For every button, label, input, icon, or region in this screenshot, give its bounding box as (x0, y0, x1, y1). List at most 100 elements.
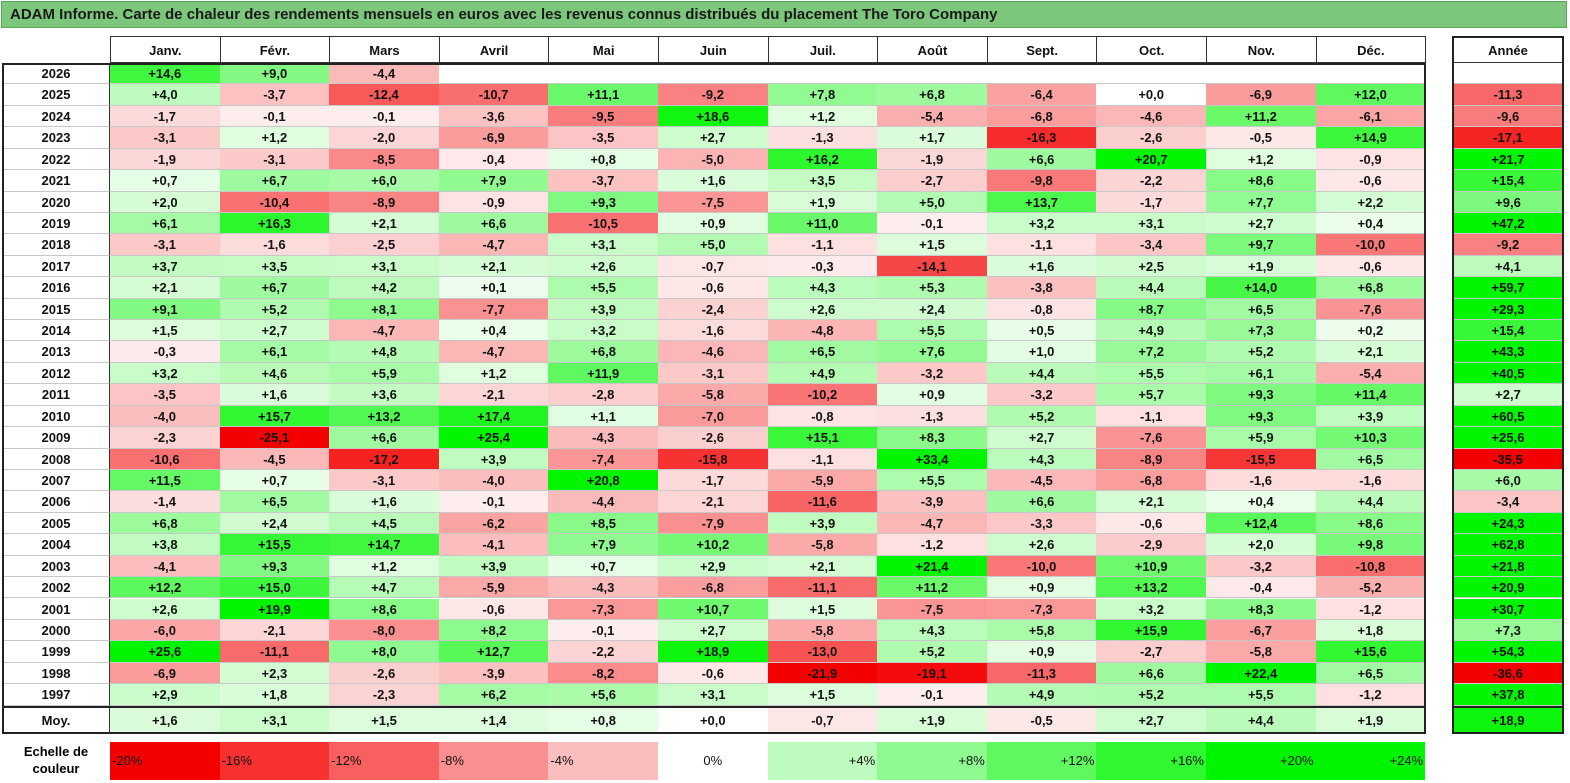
scale-stop: -4% (548, 742, 659, 780)
heatmap-cell: +4,3 (767, 277, 879, 299)
heatmap-cell: -1,9 (877, 148, 988, 171)
heatmap-cell: -3,7 (548, 170, 659, 192)
heatmap-cell: +15,9 (1096, 619, 1207, 642)
heatmap-cell: +11,2 (1206, 105, 1317, 128)
heatmap-cell: +4,6 (219, 362, 331, 385)
heatmap-cell: +3,7 (110, 255, 221, 278)
heatmap-cell: +0,4 (1206, 491, 1317, 513)
heatmap-cell: -8,9 (1096, 448, 1207, 470)
heatmap-cell: +6,8 (548, 341, 659, 363)
year-cell: +43,3 (1452, 341, 1564, 363)
heatmap-cell: +4,4 (1315, 491, 1427, 513)
heatmap-cell: +2,6 (767, 298, 879, 321)
heatmap-cell: +3,1 (548, 234, 659, 256)
heatmap-cell: -3,2 (1206, 555, 1317, 578)
heatmap-cell: -8,2 (548, 662, 659, 685)
heatmap-cell: +7,3 (1206, 320, 1317, 342)
heatmap-cell: +2,6 (986, 534, 1098, 556)
heatmap-cell: +6,1 (1206, 362, 1317, 385)
heatmap-cell: -4,1 (438, 534, 550, 556)
column-header: Déc. (1315, 36, 1427, 63)
heatmap-cell: -5,4 (877, 105, 988, 128)
heatmap-cell: -15,8 (658, 448, 769, 470)
heatmap-cell: -0,6 (658, 277, 769, 299)
heatmap-cell: +20,8 (548, 469, 659, 492)
heatmap-cell: -3,1 (219, 148, 331, 171)
year-cell: +37,8 (1452, 684, 1564, 706)
heatmap-cell: +6,6 (329, 427, 440, 449)
year-cell: +24,3 (1452, 512, 1564, 535)
heatmap-cell: -5,8 (767, 619, 879, 642)
heatmap-cell: +3,9 (438, 555, 550, 578)
heatmap-cell: +7,9 (438, 170, 550, 192)
column-header: Janv. (110, 36, 221, 63)
average-separator (1452, 705, 1564, 708)
average-cell: +1,4 (438, 707, 550, 734)
heatmap-cell: +3,6 (329, 384, 440, 406)
heatmap-cell: -10,7 (438, 84, 550, 106)
heatmap-cell: +11,2 (877, 577, 988, 599)
heatmap-cell: +1,5 (110, 320, 221, 342)
heatmap-cell: +7,9 (548, 534, 659, 556)
heatmap-cell: +6,5 (1315, 448, 1427, 470)
heatmap-cell: -4,3 (548, 577, 659, 599)
average-cell: +0,0 (658, 707, 769, 734)
row-label: 2008 (2, 448, 110, 470)
heatmap-cell: -1,4 (110, 491, 221, 513)
heatmap-cell: -4,4 (329, 63, 440, 85)
heatmap-cell: -2,8 (548, 384, 659, 406)
heatmap-cell: -5,8 (767, 534, 879, 556)
heatmap-cell: -6,9 (1206, 84, 1317, 106)
heatmap-cell: -3,7 (219, 84, 331, 106)
heatmap-cell: +5,2 (1096, 684, 1207, 706)
column-header: Juin (658, 36, 769, 63)
heatmap-cell: +3,8 (110, 534, 221, 556)
row-label: 2026 (2, 63, 110, 85)
heatmap-cell (658, 63, 769, 85)
year-cell: +30,7 (1452, 598, 1564, 620)
heatmap-cell: +4,0 (110, 84, 221, 106)
heatmap-cell (1206, 63, 1317, 85)
heatmap-cell: +14,6 (110, 63, 221, 85)
heatmap-cell: +5,5 (877, 320, 988, 342)
heatmap-cell: -2,1 (219, 619, 331, 642)
scale-label: Echelle de couleur (23, 744, 89, 776)
heatmap-cell: -7,4 (548, 448, 659, 470)
heatmap-cell: +19,9 (219, 598, 331, 620)
heatmap-cell: -0,6 (1315, 170, 1427, 192)
heatmap-cell: +9,3 (1206, 405, 1317, 428)
heatmap-cell: +3,9 (767, 512, 879, 535)
heatmap-cell: +6,6 (438, 212, 550, 235)
heatmap-cell (1315, 63, 1427, 85)
heatmap-cell: +2,1 (110, 277, 221, 299)
heatmap-cell: -10,0 (986, 555, 1098, 578)
year-cell: +54,3 (1452, 641, 1564, 663)
heatmap-cell: +1,2 (767, 105, 879, 128)
heatmap-cell: +0,2 (1315, 320, 1427, 342)
heatmap-cell: +1,6 (658, 170, 769, 192)
average-cell: +1,9 (1315, 707, 1427, 734)
heatmap-cell: -3,1 (658, 362, 769, 385)
heatmap-cell: +0,9 (986, 577, 1098, 599)
row-label: 2007 (2, 469, 110, 492)
heatmap-cell: -10,5 (548, 212, 659, 235)
heatmap-cell: -15,5 (1206, 448, 1317, 470)
heatmap-cell: +6,6 (1096, 662, 1207, 685)
heatmap-cell: -7,3 (548, 598, 659, 620)
heatmap-cell: +7,2 (1096, 341, 1207, 363)
row-label: 2025 (2, 84, 110, 106)
heatmap-cell: -6,8 (986, 105, 1098, 128)
heatmap-cell: -1,3 (877, 405, 988, 428)
year-cell: +15,4 (1452, 320, 1564, 342)
heatmap-cell: -7,7 (438, 298, 550, 321)
heatmap-cell: +13,2 (329, 405, 440, 428)
heatmap-cell: +0,9 (877, 384, 988, 406)
heatmap-cell: -2,9 (1096, 534, 1207, 556)
heatmap-cell: -0,1 (329, 105, 440, 128)
heatmap-cell: +13,7 (986, 191, 1098, 213)
row-label: 2004 (2, 534, 110, 556)
heatmap-cell: -3,9 (877, 491, 988, 513)
average-cell: +1,5 (329, 707, 440, 734)
heatmap-cell: +4,3 (986, 448, 1098, 470)
heatmap-cell: -3,6 (438, 105, 550, 128)
